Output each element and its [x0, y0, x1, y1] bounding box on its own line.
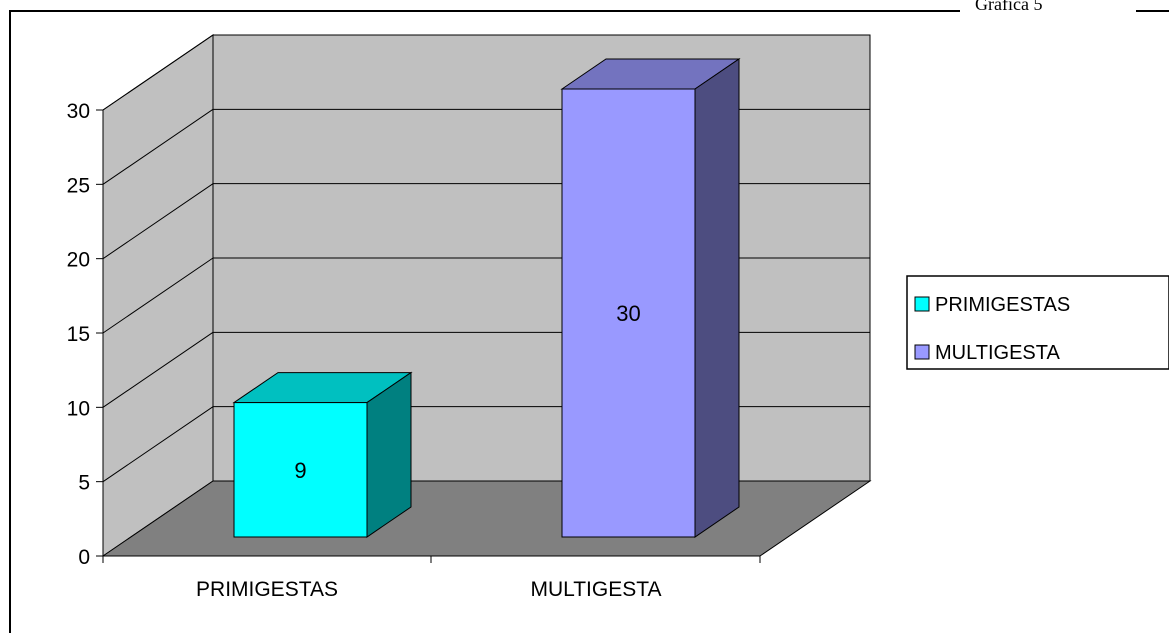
y-tick-label: 30	[67, 100, 90, 123]
y-tick-label: 10	[67, 397, 90, 420]
data-label: 30	[616, 301, 640, 326]
y-axis-ticks: 0 5 10 15 20 25 30	[67, 100, 103, 569]
gridline-side	[102, 34, 214, 111]
floor	[101, 480, 872, 557]
legend-label: PRIMIGESTAS	[935, 294, 1070, 316]
bar-multigesta: 30	[560, 58, 741, 538]
legend: PRIMIGESTAS MULTIGESTA	[906, 275, 1169, 370]
y-tick-label: 20	[67, 249, 90, 272]
gridlines	[102, 34, 870, 483]
gridline-side	[102, 331, 214, 408]
gridline-side	[102, 183, 214, 260]
y-tick-label: 0	[78, 546, 90, 569]
legend-box	[906, 275, 1169, 370]
y-tick-label: 25	[67, 174, 90, 197]
bar-side-face	[694, 58, 740, 538]
legend-label: MULTIGESTA	[935, 342, 1060, 364]
bar-front-face	[561, 88, 696, 538]
gridline-side	[102, 257, 214, 334]
gridline-side	[102, 108, 214, 185]
x-tick-label: PRIMIGESTAS	[196, 578, 338, 601]
bar-front-face	[233, 402, 368, 538]
y-tick-label: 15	[67, 323, 90, 346]
legend-swatch	[914, 344, 930, 360]
bars: 9 30	[232, 58, 741, 538]
x-axis-labels: PRIMIGESTAS MULTIGESTA	[196, 578, 662, 601]
data-label: 9	[294, 458, 306, 483]
x-tick-label: MULTIGESTA	[530, 578, 661, 601]
bar-primigestas: 9	[232, 371, 413, 538]
gridline-side	[102, 406, 214, 483]
legend-swatch	[914, 296, 930, 312]
chart-frame	[9, 10, 1169, 633]
figure-caption: Grafica 5	[975, 0, 1042, 14]
y-tick-label: 5	[78, 472, 90, 495]
